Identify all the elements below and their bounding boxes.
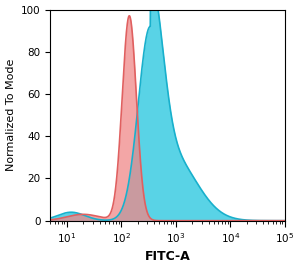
- X-axis label: FITC-A: FITC-A: [145, 250, 190, 263]
- Y-axis label: Normalized To Mode: Normalized To Mode: [6, 59, 16, 171]
